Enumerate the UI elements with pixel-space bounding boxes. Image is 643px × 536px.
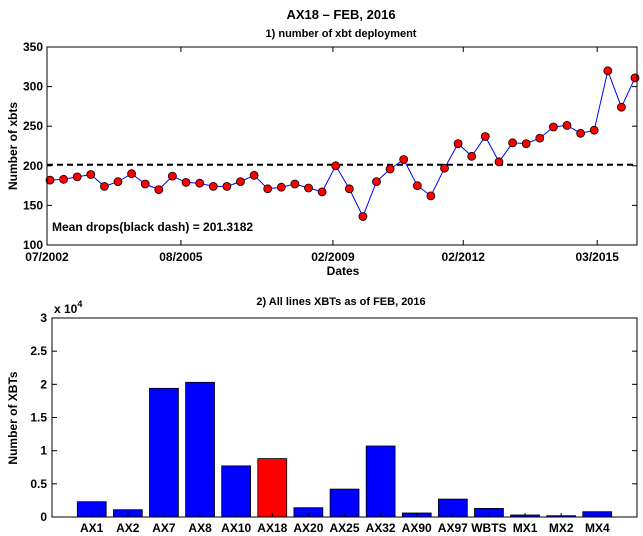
bar-ax8: [185, 381, 215, 518]
bar-y-exponent-power: 4: [77, 299, 82, 309]
data-point: [154, 185, 164, 195]
chart-subtitle: 1) number of xbt deployment: [266, 28, 417, 40]
data-point: [372, 177, 381, 187]
data-point: [72, 172, 82, 182]
series-line: [49, 69, 636, 218]
data-point: [562, 121, 572, 130]
y-axis-label: Number of xbts: [6, 102, 20, 190]
data-point: [317, 187, 327, 197]
data-point: [630, 73, 640, 83]
data-point: [549, 122, 558, 132]
data-point: [222, 181, 232, 191]
x-tick-label: 02/2009: [311, 250, 355, 264]
data-point: [140, 179, 150, 189]
bar-category-label: AX32: [366, 521, 396, 535]
bar-category-label: MX1: [513, 521, 538, 535]
y-tick-label: 350: [23, 40, 43, 54]
data-point: [440, 163, 449, 173]
bar-y-exponent-base: x 10: [54, 302, 78, 316]
data-point: [385, 164, 395, 174]
bar-category-label: AX18: [257, 521, 287, 535]
x-tick-label: 02/2012: [442, 250, 486, 264]
data-point: [508, 138, 517, 148]
data-point: [331, 161, 341, 171]
data-point: [263, 184, 273, 194]
bar-category-label: AX2: [116, 521, 140, 535]
data-point: [412, 181, 422, 191]
bar-ax10: [221, 465, 251, 518]
bar-ax25: [329, 488, 360, 518]
x-tick-label: 07/2002: [25, 250, 69, 264]
data-point: [113, 177, 123, 187]
data-point: [589, 125, 599, 135]
bar-category-label: AX20: [293, 521, 323, 535]
x-tick-label: 08/2005: [159, 250, 203, 264]
bar-category-label: MX4: [585, 521, 610, 535]
bar-ax32: [365, 445, 396, 518]
data-point: [494, 157, 504, 167]
bar-y-tick-label: 0: [40, 510, 47, 524]
data-point: [45, 175, 55, 185]
data-point: [100, 181, 109, 191]
data-point: [127, 169, 137, 179]
bar-category-label: AX90: [402, 521, 432, 535]
data-point: [576, 128, 585, 138]
bar-y-exponent: x 104: [54, 299, 82, 316]
data-point: [86, 170, 96, 179]
y-tick-label: 150: [23, 198, 43, 212]
line-plot-frame: [46, 46, 638, 246]
bar-category-label: AX10: [221, 521, 251, 535]
bar-category-label: AX97: [438, 521, 468, 535]
y-tick-label: 200: [23, 159, 43, 173]
bar-y-tick-label: 0.5: [30, 477, 47, 491]
bar-category-label: AX7: [152, 521, 176, 535]
data-point: [276, 182, 286, 192]
data-point: [603, 66, 613, 76]
bar-category-label: AX8: [188, 521, 212, 535]
x-axis-label: Dates: [327, 264, 360, 278]
data-point: [195, 178, 205, 188]
bar-plot-frame: [51, 317, 638, 518]
data-point: [453, 139, 463, 149]
data-point: [167, 171, 177, 181]
y-tick-label: 300: [23, 80, 43, 94]
bar-category-label: MX2: [549, 521, 574, 535]
y-tick-label: 250: [23, 119, 43, 133]
data-point: [467, 151, 477, 161]
data-point: [344, 184, 354, 194]
bar-category-label: WBTS: [471, 521, 506, 535]
bar-y-tick-label: 1.5: [30, 411, 47, 425]
data-point: [535, 133, 545, 143]
chart-title: AX18 – FEB, 2016: [286, 7, 395, 22]
data-point: [521, 139, 531, 149]
bar-y-axis-label: Number of XBTs: [6, 371, 20, 464]
data-point: [208, 181, 218, 191]
data-point: [358, 212, 368, 221]
data-point: [304, 183, 313, 193]
data-point: [617, 102, 626, 112]
line-plot-area: 100 150 200 250 300 350 07/2002 08/2005 02/2009 0…: [23, 40, 640, 264]
data-point: [480, 132, 490, 141]
data-point: [290, 179, 300, 189]
data-point: [236, 177, 245, 187]
bar-ax18: [257, 458, 288, 518]
bar-plot-area: 0 0.5 1 1.5 2 2.5 3 AX1 AX2 AX7 AX8 AX10 AX18 AX20 AX2…: [30, 311, 637, 535]
bar-category-label: AX25: [329, 521, 359, 535]
data-point: [181, 177, 191, 187]
data-point: [399, 155, 409, 164]
data-point: [249, 170, 259, 180]
bar-y-tick-label: 2: [40, 377, 47, 391]
bar-ax7: [149, 387, 179, 518]
bar-category-label: AX1: [80, 521, 104, 535]
bar-y-tick-label: 1: [40, 444, 47, 458]
bar-y-tick-label: 2.5: [30, 344, 47, 358]
line-plot-annotation: Mean drops(black dash) = 201.3182: [52, 220, 253, 234]
x-tick-label: 03/2015: [575, 250, 619, 264]
y-tick-label: 100: [23, 238, 43, 252]
bar-chart-title: 2) All lines XBTs as of FEB, 2016: [256, 296, 425, 308]
bar-y-tick-label: 3: [40, 311, 47, 325]
data-point: [59, 174, 68, 184]
data-point: [426, 191, 436, 201]
